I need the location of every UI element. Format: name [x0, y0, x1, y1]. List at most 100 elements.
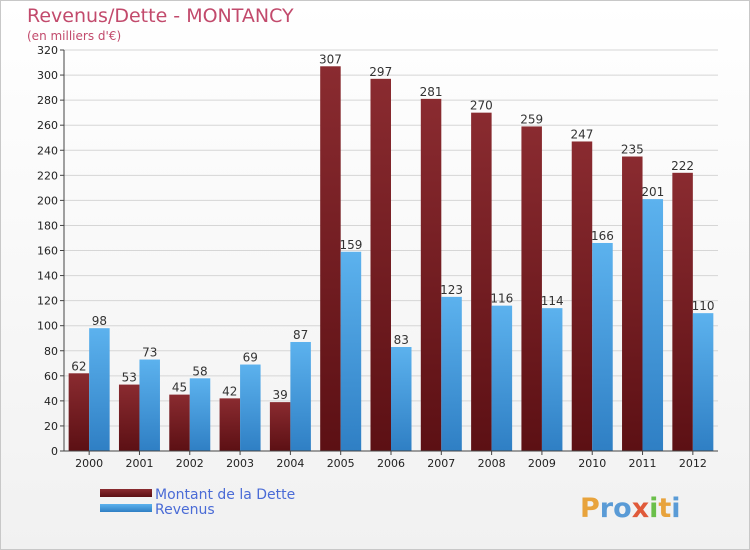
x-tick-label: 2003 — [226, 457, 254, 470]
y-tick-label: 160 — [37, 245, 58, 258]
bar-revenus — [189, 378, 211, 451]
chart-subtitle: (en milliers d'€) — [27, 29, 121, 43]
y-tick-label: 280 — [37, 94, 58, 107]
legend-swatch-debt — [100, 489, 152, 497]
x-tick-label: 2011 — [629, 457, 657, 470]
bars — [68, 66, 714, 452]
x-tick-label: 2007 — [427, 457, 455, 470]
value-label: 42 — [222, 384, 237, 398]
bar-dette — [320, 66, 341, 452]
value-label: 259 — [520, 112, 543, 126]
bar-dette — [118, 384, 140, 451]
bar-dette — [622, 156, 643, 451]
y-tick-label: 140 — [37, 270, 58, 283]
x-tick-label: 2002 — [176, 457, 204, 470]
y-tick-label: 20 — [44, 420, 58, 433]
value-label: 201 — [641, 185, 664, 199]
legend: Montant de la Dette Revenus — [100, 487, 295, 518]
y-tick-label: 80 — [44, 345, 58, 358]
bar-dette — [269, 402, 291, 451]
logo-letter: o — [613, 493, 632, 524]
x-tick-label: 2001 — [125, 457, 153, 470]
logo-letter: i — [649, 493, 658, 524]
bar-dette — [169, 394, 190, 451]
value-label: 73 — [142, 346, 157, 360]
x-tick-label: 2008 — [478, 457, 506, 470]
bar-revenus — [491, 305, 513, 451]
x-tick-label: 2000 — [75, 457, 103, 470]
logo-letter: r — [600, 493, 614, 524]
value-label: 45 — [172, 381, 187, 395]
legend-label-revenus: Revenus — [155, 502, 215, 518]
logo-letter: P — [580, 493, 600, 524]
bar-revenus — [441, 296, 462, 451]
bar-dette — [471, 112, 492, 451]
logo-letter: i — [671, 493, 680, 524]
y-axis-ticks: 0 20 40 60 80 100 120 140 160 180 200 220 240 260 280 3… — [37, 44, 64, 458]
x-tick-label: 2005 — [327, 457, 355, 470]
value-label: 159 — [339, 238, 362, 252]
value-label: 69 — [243, 351, 258, 365]
logo-letter: t — [658, 493, 671, 524]
value-label: 123 — [440, 283, 463, 297]
y-tick-label: 60 — [44, 370, 58, 383]
value-label: 166 — [591, 229, 614, 243]
bar-revenus — [340, 251, 362, 451]
bar-revenus — [290, 341, 311, 451]
bar-dette — [571, 141, 593, 451]
bar-dette — [370, 78, 391, 452]
value-label: 114 — [541, 294, 564, 308]
legend-label-debt: Montant de la Dette — [155, 487, 295, 503]
bar-revenus — [541, 308, 563, 451]
chart-title: Revenus/Dette - MONTANCY — [27, 5, 294, 27]
x-tick-label: 2006 — [377, 457, 405, 470]
value-label: 222 — [671, 159, 694, 173]
bar-dette — [672, 172, 693, 451]
y-tick-label: 240 — [37, 144, 58, 157]
y-tick-label: 120 — [37, 295, 58, 308]
value-label: 270 — [470, 99, 493, 113]
value-label: 110 — [692, 299, 715, 313]
value-label: 39 — [272, 388, 287, 402]
bar-revenus — [139, 359, 160, 451]
y-tick-label: 320 — [37, 44, 58, 57]
value-label: 98 — [92, 314, 107, 328]
value-label: 247 — [571, 127, 594, 141]
y-tick-label: 0 — [51, 445, 58, 458]
value-label: 62 — [71, 359, 86, 373]
value-label: 87 — [293, 328, 308, 342]
bar-revenus — [642, 199, 664, 451]
bar-revenus — [391, 346, 412, 451]
value-label: 116 — [490, 292, 513, 306]
y-tick-label: 300 — [37, 69, 58, 82]
proxiti-logo: Proxiti — [580, 493, 681, 524]
x-tick-label: 2012 — [679, 457, 707, 470]
value-label: 281 — [420, 85, 443, 99]
value-label: 307 — [319, 52, 342, 66]
bar-revenus — [692, 313, 714, 451]
bar-dette — [521, 126, 542, 452]
value-label: 297 — [369, 65, 392, 79]
value-labels: 62 98 53 73 45 58 42 69 39 87 307 159 297 83 281 123 270… — [71, 52, 714, 402]
bar-revenus — [592, 242, 613, 451]
y-tick-label: 220 — [37, 169, 58, 182]
bar-dette — [219, 398, 241, 451]
y-tick-label: 100 — [37, 320, 58, 333]
x-tick-label: 2004 — [276, 457, 304, 470]
x-axis-ticks: 2000 2001 2002 2003 2004 2005 2006 2007 2008 2009… — [75, 451, 707, 470]
x-tick-label: 2009 — [528, 457, 556, 470]
value-label: 83 — [394, 333, 409, 347]
y-tick-label: 40 — [44, 395, 58, 408]
value-label: 53 — [122, 371, 137, 385]
bar-revenus — [240, 364, 261, 451]
y-tick-label: 180 — [37, 219, 58, 232]
x-tick-label: 2010 — [578, 457, 606, 470]
legend-swatch-revenus — [100, 504, 152, 512]
bar-dette — [420, 98, 442, 451]
bar-revenus — [89, 328, 110, 451]
y-tick-label: 200 — [37, 194, 58, 207]
logo-letter: x — [632, 493, 649, 524]
bar-dette — [68, 373, 90, 451]
y-tick-label: 260 — [37, 119, 58, 132]
